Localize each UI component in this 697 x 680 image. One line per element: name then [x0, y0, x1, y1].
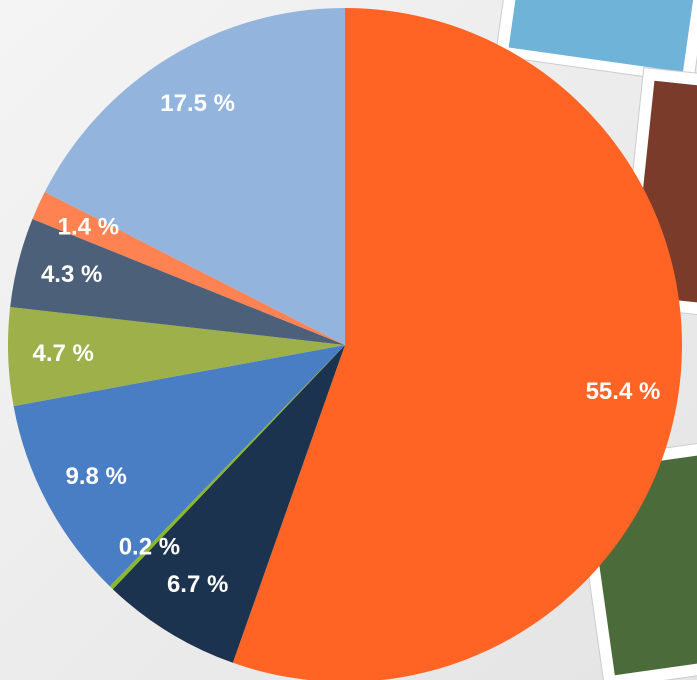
data-label: 6.7 % [167, 571, 228, 598]
data-label: 0.2 % [119, 533, 180, 560]
data-label: 1.4 % [58, 213, 119, 240]
data-label: 17.5 % [160, 90, 235, 117]
page: {"chart_data": {"type": "pie", "categori… [0, 0, 697, 680]
data-label: 9.8 % [66, 463, 127, 490]
pie: 55.4 % 6.7 % 0.2 % 9.8 % 4.7 % 4.3 % 1.4 % 17.5… [8, 8, 682, 680]
chart: 55.4 % 6.7 % 0.2 % 9.8 % 4.7 % 4.3 % 1.4 % 17.5… [0, 0, 697, 680]
data-label: 4.3 % [41, 261, 102, 288]
data-label: 55.4 % [586, 378, 661, 405]
data-label: 4.7 % [32, 340, 93, 367]
